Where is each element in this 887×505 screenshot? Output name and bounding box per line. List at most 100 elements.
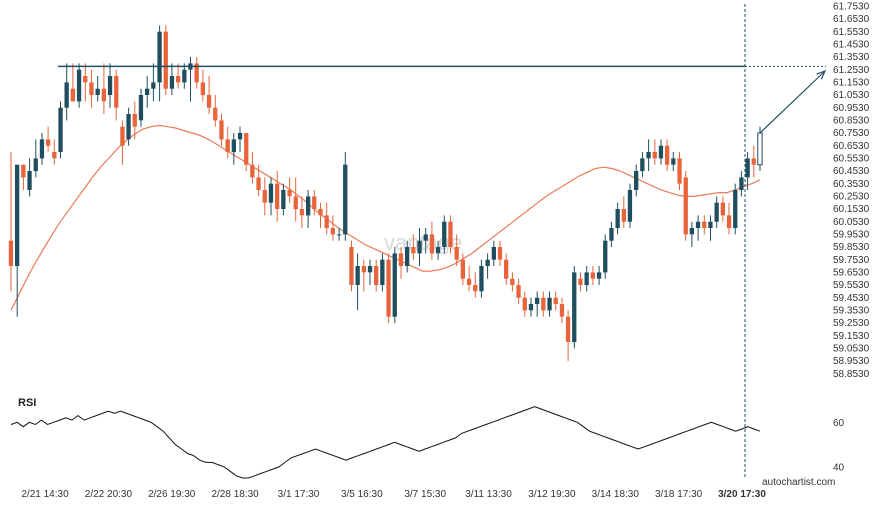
candle-body	[101, 88, 106, 102]
candle-body	[621, 209, 626, 222]
price-tick-label: 59.4530	[833, 293, 870, 304]
time-tick-label: 3/12 19:30	[528, 489, 576, 500]
candle	[547, 291, 552, 317]
candle	[361, 259, 366, 292]
candle	[151, 63, 156, 102]
candle-body	[541, 297, 546, 311]
candle-body	[70, 88, 75, 102]
candle-body	[708, 221, 713, 228]
price-tick-label: 61.7530	[833, 2, 870, 13]
candle	[689, 221, 694, 247]
candle-body	[318, 209, 323, 216]
candle-body	[89, 82, 94, 96]
candle-body	[225, 139, 230, 153]
price-tick-label: 59.7530	[833, 255, 870, 266]
candle-body	[398, 253, 404, 267]
candle-body	[268, 183, 274, 203]
candle	[510, 272, 515, 292]
candle	[714, 196, 719, 228]
candle	[702, 215, 707, 235]
candle	[380, 253, 385, 292]
price-tick-label: 59.9530	[833, 230, 870, 241]
candle-body	[46, 139, 51, 146]
candle	[485, 253, 490, 279]
candle-body	[324, 215, 329, 229]
candle	[256, 164, 261, 197]
candle	[268, 177, 274, 216]
price-tick-label: 60.6530	[833, 141, 870, 152]
candle	[76, 63, 82, 108]
candle	[163, 25, 168, 95]
candle-body	[714, 202, 719, 222]
candle	[182, 63, 187, 89]
candle	[367, 259, 373, 285]
candle	[677, 152, 682, 190]
candle-body	[547, 297, 552, 311]
candle	[528, 297, 534, 317]
candle-body	[114, 76, 119, 108]
price-tick-label: 60.3530	[833, 179, 870, 190]
price-tick-label: 60.8530	[833, 116, 870, 127]
candle	[479, 259, 484, 298]
candle	[157, 25, 162, 102]
candle	[132, 101, 137, 140]
price-tick-label: 61.2530	[833, 65, 870, 76]
candle	[83, 63, 88, 102]
candle	[194, 57, 199, 89]
candle-body	[702, 221, 707, 228]
candle-body	[107, 76, 113, 95]
candle-body	[652, 152, 657, 159]
candle	[324, 202, 329, 235]
candle-body	[695, 221, 701, 228]
candle	[262, 177, 267, 216]
candle	[429, 221, 435, 260]
candle-body	[559, 304, 565, 317]
candle-body	[485, 259, 490, 266]
time-tick-label: 3/1 17:30	[278, 489, 320, 500]
credit: autochartist.com	[762, 477, 835, 488]
candle	[516, 278, 521, 304]
candle	[726, 202, 732, 235]
candle-body	[646, 152, 651, 159]
candle-body	[200, 82, 205, 96]
candle-body	[510, 278, 515, 285]
candle-body	[590, 272, 595, 279]
candle-body	[275, 183, 280, 209]
candle-body	[522, 297, 527, 311]
candle	[349, 240, 354, 292]
time-tick-label: 3/11 13:30	[465, 489, 512, 500]
candle-body	[751, 158, 756, 165]
candle-body	[206, 95, 212, 108]
candle	[89, 69, 94, 108]
candle	[417, 228, 422, 266]
candle	[757, 126, 763, 171]
candle	[52, 139, 57, 165]
time-tick-label: 2/21 14:30	[21, 489, 69, 500]
candle	[70, 63, 75, 102]
candle-body	[64, 82, 69, 108]
candle-body	[423, 234, 428, 241]
price-tick-label: 61.5530	[833, 27, 870, 38]
candle	[603, 234, 608, 279]
candle-body	[194, 63, 199, 83]
candle-body	[374, 266, 379, 285]
candle	[244, 133, 249, 171]
candle-body	[293, 196, 298, 210]
candle-body	[454, 247, 459, 260]
candle	[442, 215, 447, 254]
candle-body	[535, 297, 540, 304]
candle-body	[528, 304, 534, 311]
price-tick-label: 59.3530	[833, 306, 870, 317]
candle	[627, 183, 633, 228]
time-tick-label: 2/28 18:30	[211, 489, 259, 500]
candle	[448, 215, 453, 254]
candle-body	[95, 88, 100, 95]
candle-body	[367, 266, 373, 273]
candle-body	[39, 139, 45, 159]
candle	[609, 221, 614, 247]
candle-body	[516, 285, 521, 298]
candle	[237, 126, 243, 152]
candle	[101, 63, 106, 114]
price-tick-label: 61.1530	[833, 78, 870, 89]
candle	[615, 202, 620, 235]
